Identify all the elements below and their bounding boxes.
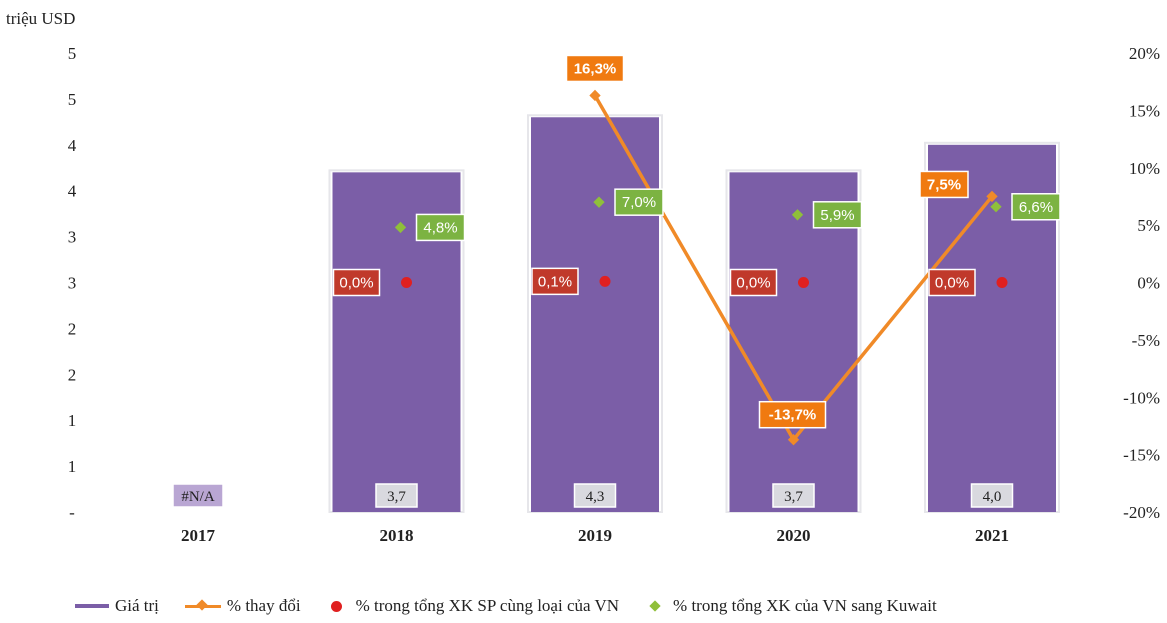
y-tick-right: 15% <box>1129 101 1160 120</box>
line-marker <box>986 190 998 203</box>
green-point <box>593 196 605 208</box>
x-tick-label: 2021 <box>975 526 1009 545</box>
change-label-box <box>565 54 625 83</box>
x-tick-label: 2019 <box>578 526 612 545</box>
red-label-box <box>729 268 778 297</box>
y-tick-left: - <box>69 503 75 522</box>
bar-value-label: 3,7 <box>387 489 406 505</box>
bar-value-label-box <box>970 483 1014 508</box>
y-tick-right: -15% <box>1123 446 1160 465</box>
bar-value-label: 4,0 <box>983 489 1002 505</box>
y-tick-right: 0% <box>1137 274 1160 293</box>
legend-label: % trong tổng XK của VN sang Kuwait <box>673 596 937 615</box>
bar <box>729 172 858 512</box>
y-tick-right: 5% <box>1137 216 1160 235</box>
red-label: 0,0% <box>935 275 969 292</box>
red-point <box>996 277 1008 288</box>
green-point <box>791 209 804 221</box>
red-label-box <box>531 267 579 296</box>
legend: Giá trị % thay đổi % trong tổng XK SP cù… <box>75 596 963 616</box>
y-axis-left-ticks: - 1 1 2 2 3 3 4 4 5 5 <box>68 44 77 522</box>
y-tick-left: 5 <box>68 44 77 63</box>
change-label-box <box>919 170 969 199</box>
legend-item-share-same-product: % trong tổng XK SP cùng loại của VN <box>327 596 619 616</box>
change-label: 7,5% <box>927 176 961 193</box>
point-series <box>394 196 1008 288</box>
legend-item-share-kuwait: % trong tổng XK của VN sang Kuwait <box>645 596 937 616</box>
bar <box>531 117 659 512</box>
legend-diamond-swatch <box>649 600 661 612</box>
green-label: 4,8% <box>423 219 457 236</box>
y-tick-right: -10% <box>1123 388 1160 407</box>
change-label-box <box>758 400 827 429</box>
green-point <box>990 201 1002 213</box>
green-label: 6,6% <box>1019 199 1053 216</box>
bar-value-label-box <box>172 483 224 508</box>
green-label-box <box>1011 193 1061 221</box>
bar-value-label: 4,3 <box>586 489 605 505</box>
green-label: 5,9% <box>820 207 854 224</box>
green-label-box <box>415 213 466 242</box>
x-axis-categories: 2017 2018 2019 2020 2021 <box>181 526 1009 545</box>
x-tick-label: 2020 <box>777 526 811 545</box>
y-axis-left-label: triệu USD <box>6 9 75 28</box>
y-tick-left: 3 <box>68 228 77 247</box>
x-tick-label: 2017 <box>181 526 216 545</box>
green-label-box <box>614 188 664 216</box>
green-label: 7,0% <box>622 194 656 211</box>
red-label-box <box>928 268 976 297</box>
red-label: 0,0% <box>339 275 373 292</box>
bar-value-label-box <box>772 483 815 508</box>
y-tick-left: 1 <box>68 457 77 476</box>
bar-value-label: 3,7 <box>784 489 803 505</box>
line-marker <box>787 434 800 446</box>
change-label: 16,3% <box>574 60 617 77</box>
combo-chart: triệu USD - 1 1 2 2 3 3 4 4 5 5 -20% -15% -10% -5% 0% 5… <box>6 9 1160 545</box>
bar-value-label-box <box>573 483 617 508</box>
legend-label: Giá trị <box>115 596 159 615</box>
legend-label: % thay đổi <box>226 596 301 615</box>
green-point <box>394 221 407 234</box>
y-tick-left: 2 <box>68 365 77 384</box>
data-labels: #N/A 3,7 4,3 3,7 4,0 16,3% -13,7% 7,5% 0,0% 0,1% 0… <box>172 54 1061 508</box>
y-tick-left: 4 <box>68 182 77 201</box>
legend-bar-swatch <box>75 604 109 608</box>
red-point <box>599 275 611 287</box>
bar-value-label-box <box>375 483 418 508</box>
y-tick-left: 4 <box>68 136 77 155</box>
y-tick-left: 1 <box>68 411 77 430</box>
x-tick-label: 2018 <box>380 526 414 545</box>
y-tick-right: 10% <box>1129 159 1160 178</box>
y-tick-right: -20% <box>1123 503 1160 522</box>
bar-value-label: #N/A <box>181 489 215 505</box>
y-tick-left: 3 <box>68 274 77 293</box>
red-label: 0,1% <box>538 273 572 290</box>
y-tick-right: 20% <box>1129 44 1160 63</box>
y-axis-right-ticks: -20% -15% -10% -5% 0% 5% 10% 15% 20% <box>1123 44 1160 522</box>
y-tick-left: 2 <box>68 319 77 338</box>
legend-dot-swatch <box>330 600 342 612</box>
y-tick-left: 5 <box>68 90 77 109</box>
green-label-box <box>812 201 863 229</box>
red-label: 0,0% <box>736 275 770 292</box>
legend-label: % trong tổng XK SP cùng loại của VN <box>355 596 620 615</box>
red-label-box <box>332 268 381 297</box>
legend-line-swatch <box>184 599 221 613</box>
legend-item-value: Giá trị <box>75 596 159 616</box>
change-label: -13,7% <box>769 407 817 424</box>
y-tick-right: -5% <box>1132 331 1160 350</box>
legend-item-change: % thay đổi <box>184 596 301 616</box>
red-point <box>798 277 809 288</box>
red-point <box>401 277 412 288</box>
bar-series <box>328 114 1060 514</box>
